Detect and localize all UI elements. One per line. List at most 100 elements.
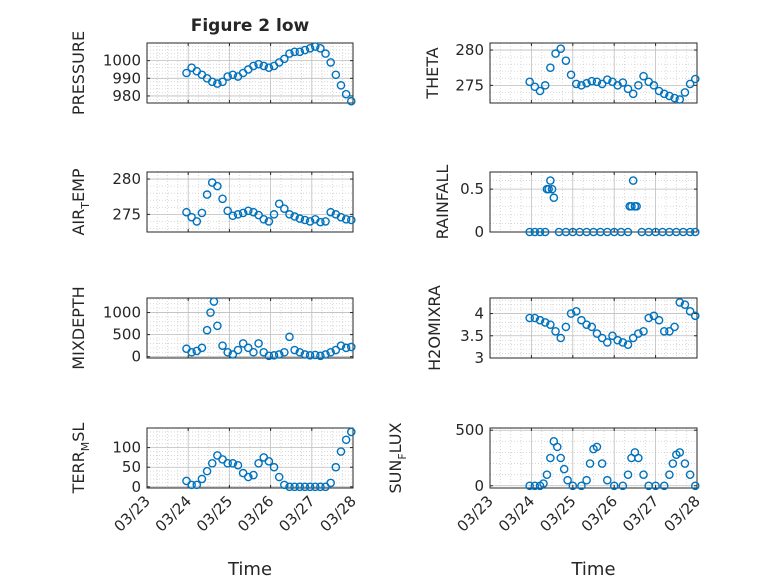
data-point xyxy=(623,340,633,349)
y-tick-label: 500 xyxy=(112,326,141,344)
data-point xyxy=(254,59,263,69)
data-point xyxy=(259,61,269,71)
data-point xyxy=(187,212,196,222)
data-point xyxy=(274,472,284,482)
axes-frame xyxy=(146,427,354,489)
y-tick-label: 275 xyxy=(112,205,141,223)
data-point xyxy=(310,42,320,51)
data-point xyxy=(213,321,222,331)
subplot-5: 0 500 1000 MIXDEPTH xyxy=(69,286,356,370)
x-tick-label: 03/27 xyxy=(275,492,318,535)
data-point xyxy=(280,54,289,64)
data-point xyxy=(316,43,325,53)
data-point xyxy=(556,333,566,343)
subplot-4: 0 0.5 RAINFALL xyxy=(433,165,700,241)
data-point xyxy=(218,77,227,87)
data-point xyxy=(690,311,700,321)
data-point xyxy=(530,481,540,491)
data-point xyxy=(592,329,602,338)
y-axis-label-part: SL xyxy=(69,423,88,442)
data-point xyxy=(644,313,654,323)
data-point xyxy=(546,453,555,463)
data-point xyxy=(202,190,212,199)
data-point xyxy=(254,458,263,468)
data-point xyxy=(295,347,305,357)
data-point xyxy=(634,81,643,90)
chart-title: Figure 2 low xyxy=(191,16,310,36)
data-point xyxy=(603,338,612,347)
data-point xyxy=(539,479,548,488)
y-axis-label-subscript: F xyxy=(396,453,409,459)
data-point xyxy=(685,79,695,89)
data-point xyxy=(566,70,576,80)
data-point xyxy=(540,81,550,90)
data-point xyxy=(623,84,633,94)
data-point xyxy=(592,442,602,452)
y-axis-label-subscript: M xyxy=(79,442,92,452)
data-point xyxy=(597,459,607,468)
data-point xyxy=(639,327,648,336)
data-point xyxy=(321,350,330,359)
data-point xyxy=(535,227,545,237)
data-point xyxy=(649,81,659,90)
data-point xyxy=(571,307,581,316)
data-point xyxy=(274,350,284,359)
x-tick-label: 03/23 xyxy=(111,492,154,535)
data-point xyxy=(336,212,346,222)
data-point xyxy=(295,214,305,223)
axes-frame xyxy=(146,171,354,233)
data-point xyxy=(551,327,560,336)
data-point xyxy=(680,88,690,97)
data-point xyxy=(551,49,560,58)
data-point xyxy=(685,227,695,237)
y-tick-label: 280 xyxy=(112,170,141,188)
data-point xyxy=(264,63,274,73)
data-point xyxy=(690,74,700,84)
data-point xyxy=(525,481,534,491)
data-point xyxy=(690,481,700,491)
data-point xyxy=(233,460,243,470)
y-axis-label-part: AIR xyxy=(69,209,88,236)
data-point xyxy=(639,71,648,81)
data-point xyxy=(680,459,690,468)
y-tick-label: 1000 xyxy=(103,52,141,70)
axes-frame xyxy=(146,42,354,104)
data-point xyxy=(556,44,566,53)
data-point xyxy=(525,77,534,87)
y-axis-label: H2OMIXRA xyxy=(425,285,444,371)
y-axis-label-part: LUX xyxy=(386,422,405,453)
data-point xyxy=(585,459,595,468)
data-point xyxy=(305,482,315,492)
x-tick-label: 03/24 xyxy=(495,492,538,535)
y-tick-label: 100 xyxy=(112,439,141,457)
subplot-6: 3 3.5 4 H2OMIXRA xyxy=(425,285,700,371)
data-point xyxy=(228,211,238,221)
data-point xyxy=(280,480,289,490)
data-point xyxy=(654,315,664,325)
data-point xyxy=(326,58,335,67)
y-tick-label: 4 xyxy=(474,305,484,323)
data-point xyxy=(546,63,555,73)
data-point xyxy=(582,78,591,88)
data-point xyxy=(530,82,540,92)
axes-frame xyxy=(146,297,354,359)
data-point xyxy=(346,342,356,352)
data-point xyxy=(544,184,553,194)
data-point xyxy=(628,89,638,99)
data-point xyxy=(285,482,294,492)
data-point xyxy=(254,210,263,220)
data-point xyxy=(618,78,628,87)
data-point xyxy=(634,453,643,463)
data-point xyxy=(597,333,607,343)
data-point xyxy=(223,347,232,357)
data-point xyxy=(285,49,294,58)
y-axis-label: SUNFLUX xyxy=(386,422,409,493)
data-point xyxy=(346,96,356,106)
data-point xyxy=(341,89,351,99)
data-point xyxy=(187,480,196,490)
y-tick-label: 0 xyxy=(474,223,484,241)
data-point xyxy=(182,207,191,217)
data-point xyxy=(568,481,578,491)
data-point xyxy=(326,478,335,488)
